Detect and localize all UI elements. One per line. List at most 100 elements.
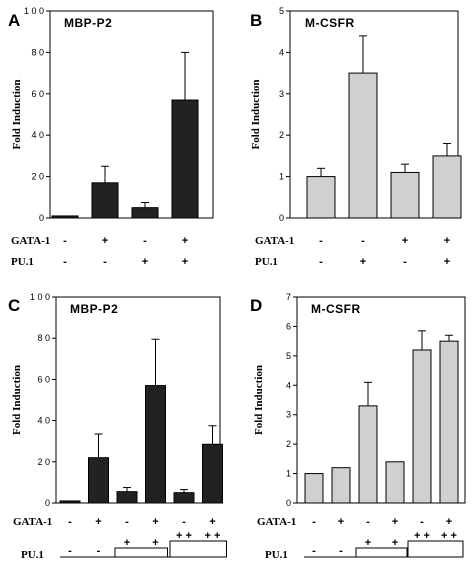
condition-label: GATA-1 [11, 235, 50, 247]
condition-sign: + [152, 516, 158, 528]
bar [358, 405, 378, 504]
y-tick-label: 1 0 0 [24, 6, 44, 16]
chart-title: MBP-P2 [64, 16, 112, 30]
bar [439, 340, 459, 504]
condition-label: GATA-1 [257, 516, 296, 528]
condition-label: GATA-1 [255, 235, 294, 247]
bar [91, 182, 119, 219]
y-tick-label: 0 [279, 213, 284, 223]
condition-sign: + [444, 256, 450, 268]
y-tick-label: 2 0 [31, 172, 44, 182]
condition-sign: + [392, 516, 398, 528]
panel-letter: B [250, 11, 262, 30]
y-axis-label: Fold Induction [250, 80, 262, 150]
condition-sign: - [68, 516, 72, 528]
y-tick-label: 6 0 [31, 89, 44, 99]
condition-sign: - [125, 516, 129, 528]
y-tick-label: 4 [279, 47, 284, 57]
y-tick-label: 2 0 [37, 457, 50, 467]
y-tick-label: 4 0 [31, 130, 44, 140]
condition-sign: - [103, 256, 107, 268]
y-tick-label: 6 [286, 321, 291, 331]
condition-sign: + [95, 516, 101, 528]
dosage-step-high [407, 540, 464, 558]
condition-sign: - [319, 235, 323, 247]
condition-sign: - [312, 516, 316, 528]
bar [59, 500, 81, 504]
condition-sign: - [366, 516, 370, 528]
chart-title: M-CSFR [305, 16, 355, 30]
plot-frame [55, 296, 221, 504]
condition-label: PU.1 [265, 549, 288, 561]
condition-label: PU.1 [21, 549, 44, 561]
bar [348, 72, 378, 219]
dosage-step-low [114, 547, 168, 558]
y-tick-label: 5 [279, 6, 284, 16]
condition-sign: + [360, 256, 366, 268]
chart-title: M-CSFR [311, 302, 361, 316]
dosage-step-high [169, 540, 227, 558]
y-tick-label: 1 [279, 172, 284, 182]
bar [304, 473, 324, 504]
y-axis-label: Fold Induction [11, 365, 23, 435]
bar [412, 349, 432, 504]
condition-sign: - [361, 235, 365, 247]
bar [51, 215, 79, 219]
y-tick-label: 8 0 [31, 47, 44, 57]
y-tick-label: 6 0 [37, 374, 50, 384]
condition-sign: + [152, 537, 158, 549]
condition-sign: + [102, 235, 108, 247]
bar [116, 491, 138, 504]
bar [131, 207, 159, 219]
condition-sign: + [142, 256, 148, 268]
y-tick-label: 2 [286, 439, 291, 449]
y-tick-label: 0 [286, 498, 291, 508]
y-tick-label: 3 [286, 410, 291, 420]
bar [88, 457, 109, 504]
condition-sign: - [63, 256, 67, 268]
condition-sign: - [403, 256, 407, 268]
panel-letter: A [8, 11, 20, 30]
condition-sign: + [124, 537, 130, 549]
y-axis-label: Fold Induction [11, 80, 23, 150]
y-tick-label: 3 [279, 89, 284, 99]
condition-sign: + + [414, 530, 430, 542]
condition-sign: - [420, 516, 424, 528]
condition-sign: + [392, 537, 398, 549]
bar [171, 99, 199, 219]
condition-sign: - [63, 235, 67, 247]
bar [145, 385, 166, 504]
condition-sign: + + [205, 530, 221, 542]
bar [432, 155, 462, 219]
condition-sign: + + [441, 530, 457, 542]
chart-title: MBP-P2 [70, 302, 118, 316]
y-tick-label: 2 [279, 130, 284, 140]
y-tick-label: 1 [286, 469, 291, 479]
bar [173, 492, 195, 504]
condition-label: PU.1 [255, 256, 278, 268]
y-tick-label: 8 0 [37, 333, 50, 343]
condition-sign: - [143, 235, 147, 247]
bar [390, 171, 420, 219]
panel-letter: D [250, 296, 262, 315]
y-tick-label: 4 [286, 380, 291, 390]
condition-sign: + [182, 235, 188, 247]
condition-label: GATA-1 [13, 516, 52, 528]
condition-sign: - [97, 545, 101, 557]
y-tick-label: 5 [286, 351, 291, 361]
condition-sign: - [339, 545, 343, 557]
plot-frame [296, 296, 466, 504]
condition-sign: - [312, 545, 316, 557]
condition-sign: - [319, 256, 323, 268]
y-axis-label: Fold Induction [253, 365, 265, 435]
condition-sign: + [444, 235, 450, 247]
y-tick-label: 0 [45, 498, 50, 508]
y-tick-label: 7 [286, 292, 291, 302]
y-tick-label: 1 0 0 [30, 292, 50, 302]
condition-label: PU.1 [11, 256, 34, 268]
condition-sign: + [209, 516, 215, 528]
condition-sign: + [402, 235, 408, 247]
y-tick-label: 0 [39, 213, 44, 223]
dosage-step-low [355, 547, 408, 558]
condition-sign: + [338, 516, 344, 528]
